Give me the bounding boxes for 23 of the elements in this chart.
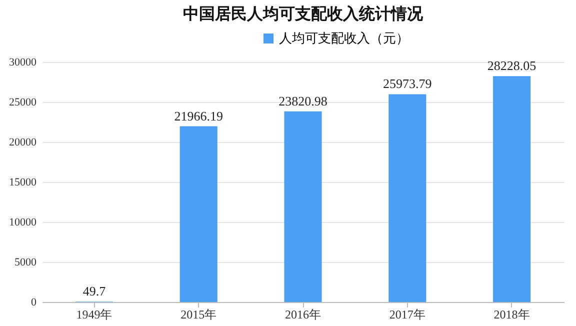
bar — [180, 126, 218, 302]
y-tick-label: 25000 — [9, 96, 37, 108]
data-label: 23820.98 — [278, 93, 328, 108]
bar — [388, 94, 426, 302]
bar — [493, 76, 531, 302]
y-tick-label: 5000 — [14, 256, 37, 268]
legend-label: 人均可支配收入（元） — [279, 30, 409, 46]
bar — [284, 111, 322, 302]
y-tick-label: 0 — [31, 296, 37, 308]
data-label: 25973.79 — [383, 76, 432, 92]
chart-title: 中国居民人均可支配收入统计情况 — [183, 5, 424, 23]
y-tick-label: 15000 — [9, 176, 37, 188]
data-label: 28228.05 — [487, 58, 536, 74]
x-tick-label: 2016年 — [285, 308, 321, 322]
x-tick-label: 2015年 — [180, 308, 217, 322]
x-tick-label: 1949年 — [76, 308, 112, 322]
data-label: 21966.19 — [174, 108, 223, 124]
x-tick-label: 2017年 — [389, 308, 426, 322]
data-label: 49.7 — [82, 284, 106, 299]
y-tick-label: 30000 — [9, 56, 37, 68]
y-tick-label: 20000 — [9, 136, 37, 148]
y-tick-label: 10000 — [9, 216, 37, 228]
x-tick-label: 2018年 — [494, 308, 530, 322]
